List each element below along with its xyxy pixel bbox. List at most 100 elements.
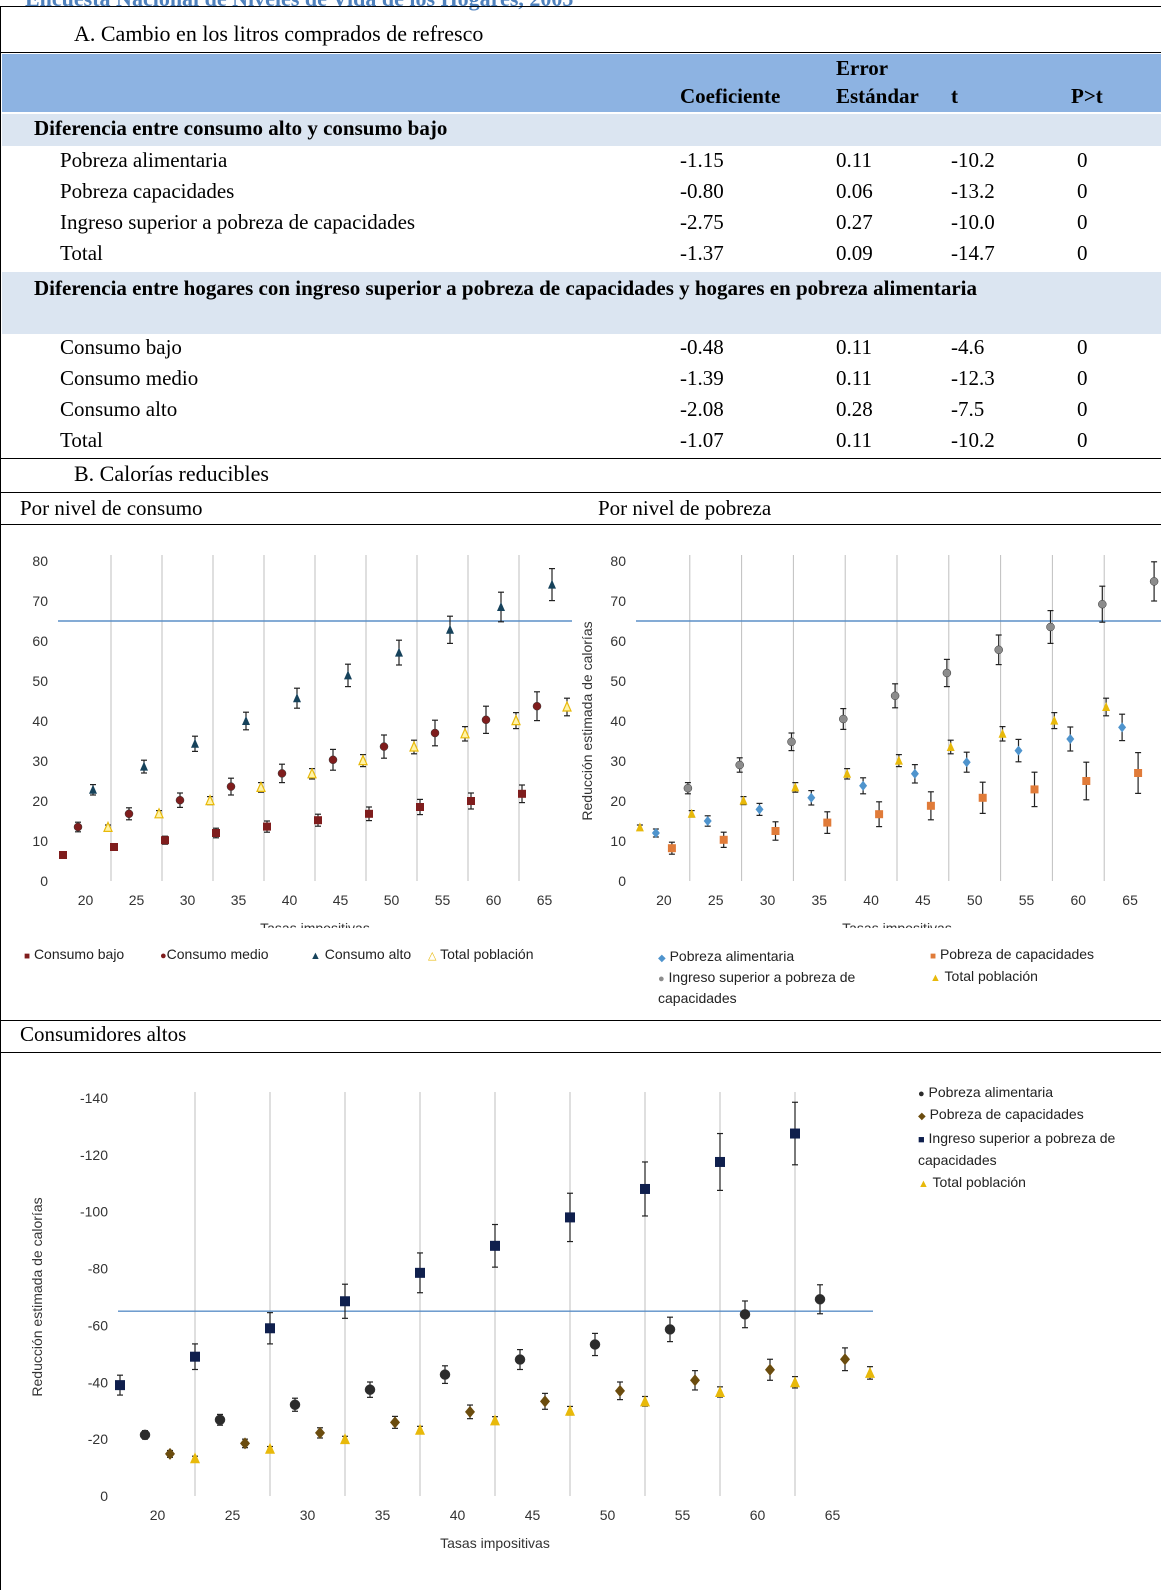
data-point bbox=[214, 1414, 226, 1426]
data-point bbox=[664, 1324, 676, 1335]
data-point bbox=[1134, 769, 1143, 777]
legend-consumo-alto: ▲ Consumo alto bbox=[310, 946, 411, 962]
data-point bbox=[651, 828, 660, 838]
table-cell-label: Ingreso superior a pobreza de capacidade… bbox=[60, 210, 416, 234]
legend-pobreza-capacidades: ■ Pobreza de capacidades bbox=[930, 946, 1094, 962]
data-point bbox=[790, 1128, 800, 1139]
table-cell-coef: -0.80 bbox=[680, 179, 724, 203]
data-point bbox=[467, 797, 475, 805]
table-cell-label: Pobreza capacidades bbox=[60, 179, 235, 203]
triangle-outline-icon: △ bbox=[428, 950, 437, 962]
table-cell-label: Consumo alto bbox=[60, 397, 178, 421]
data-point bbox=[73, 822, 83, 832]
y-axis-label: Reducción estimada de calorías bbox=[579, 621, 595, 820]
chart-pobreza: 0 10 20 30 40 50 60 70 80 20 25 30 35 40 45 50 55 60 65 Tas… bbox=[579, 553, 1161, 928]
table-cell-err: 0.09 bbox=[836, 241, 873, 265]
table-cell-err: 0.28 bbox=[836, 397, 873, 421]
data-point bbox=[865, 1366, 875, 1378]
y-tick-label: -60 bbox=[88, 1317, 108, 1333]
data-point bbox=[490, 1240, 500, 1251]
header-p: P>t bbox=[1071, 84, 1103, 108]
x-tick-label: 30 bbox=[760, 892, 776, 908]
legend-label: Ingreso superior a pobreza de capacidade… bbox=[918, 1130, 1116, 1168]
data-point bbox=[978, 793, 987, 802]
data-point bbox=[439, 1369, 451, 1380]
x-tick-label: 25 bbox=[225, 1507, 241, 1523]
data-point bbox=[256, 780, 266, 792]
y-tick-label: 10 bbox=[32, 833, 48, 849]
data-point bbox=[340, 1433, 350, 1445]
data-point bbox=[790, 1376, 800, 1388]
legend-label: Total población bbox=[944, 968, 1038, 984]
data-point bbox=[719, 835, 728, 844]
data-point bbox=[430, 728, 440, 738]
x-tick-label: 45 bbox=[525, 1507, 541, 1523]
data-point bbox=[735, 760, 744, 770]
data-point bbox=[226, 782, 236, 791]
data-point bbox=[103, 820, 113, 832]
x-tick-label: 40 bbox=[282, 892, 298, 908]
table-cell-t: -7.5 bbox=[951, 397, 985, 421]
x-tick-label: 60 bbox=[750, 1507, 766, 1523]
data-point bbox=[1030, 785, 1039, 794]
legend-label: Consumo medio bbox=[166, 946, 269, 962]
table-cell-label: Pobreza alimentaria bbox=[60, 148, 228, 172]
data-point bbox=[140, 761, 148, 771]
x-tick-label: 50 bbox=[967, 892, 983, 908]
legend-ingreso-superior: ■ Ingreso superior a pobreza de capacida… bbox=[918, 1128, 1128, 1170]
y-axis-label: Reducción estimada de calorías bbox=[29, 1197, 45, 1396]
x-tick-label: 30 bbox=[300, 1507, 316, 1523]
data-point bbox=[364, 1384, 376, 1395]
data-point bbox=[115, 1380, 125, 1391]
y-tick-label: -40 bbox=[88, 1374, 108, 1390]
data-point bbox=[340, 1296, 350, 1307]
data-point bbox=[395, 647, 403, 657]
data-point bbox=[1149, 577, 1159, 586]
section-a-title: A. Cambio en los litros comprados de ref… bbox=[74, 21, 484, 46]
data-point bbox=[154, 807, 164, 819]
divider bbox=[0, 1052, 1161, 1053]
table-cell-err: 0.06 bbox=[836, 179, 873, 203]
x-tick-label: 50 bbox=[600, 1507, 616, 1523]
y-tick-label: 40 bbox=[610, 713, 626, 729]
x-tick-label: 40 bbox=[450, 1507, 466, 1523]
data-point bbox=[615, 1384, 625, 1397]
document-title: Encuesta Nacional de Niveles de Vida de … bbox=[25, 0, 573, 12]
data-point bbox=[994, 645, 1003, 655]
data-point bbox=[390, 1416, 400, 1429]
y-tick-label: 20 bbox=[32, 793, 48, 809]
data-point bbox=[415, 1267, 425, 1278]
y-tick-label: 10 bbox=[610, 833, 626, 849]
legend-label: Consumo alto bbox=[324, 946, 412, 962]
table-cell-coef: -0.48 bbox=[680, 335, 724, 359]
divider bbox=[0, 524, 1161, 525]
table-cell-p: 0 bbox=[1077, 241, 1088, 265]
table-cell-err: 0.11 bbox=[836, 148, 872, 172]
data-point bbox=[1098, 599, 1107, 609]
data-point bbox=[240, 1437, 250, 1450]
data-point bbox=[690, 1374, 700, 1387]
x-tick-label: 20 bbox=[656, 892, 672, 908]
data-point bbox=[277, 769, 287, 778]
data-point bbox=[840, 1353, 850, 1366]
group1-title: Diferencia entre consumo alto y consumo … bbox=[34, 116, 448, 140]
data-point bbox=[242, 716, 250, 725]
table-cell-p: 0 bbox=[1077, 335, 1088, 359]
legend-label: Total población bbox=[932, 1174, 1026, 1190]
data-point bbox=[823, 818, 832, 827]
table-cell-err: 0.11 bbox=[836, 335, 872, 359]
data-point bbox=[1046, 622, 1055, 632]
data-point bbox=[314, 816, 322, 825]
data-point bbox=[962, 757, 971, 768]
data-point bbox=[89, 784, 97, 794]
group2-title: Diferencia entre hogares con ingreso sup… bbox=[34, 276, 977, 300]
data-point bbox=[139, 1429, 151, 1441]
data-point bbox=[190, 1351, 200, 1362]
data-point bbox=[998, 728, 1007, 738]
y-tick-label: 30 bbox=[32, 753, 48, 769]
data-point bbox=[859, 780, 868, 791]
header-t: t bbox=[951, 84, 958, 108]
chart-altos: 0 -20 -40 -60 -80 -100 -120 -140 20 25 30 35 40 45 50 5… bbox=[29, 1090, 875, 1551]
x-tick-label: 55 bbox=[435, 892, 451, 908]
data-point bbox=[415, 1423, 425, 1435]
